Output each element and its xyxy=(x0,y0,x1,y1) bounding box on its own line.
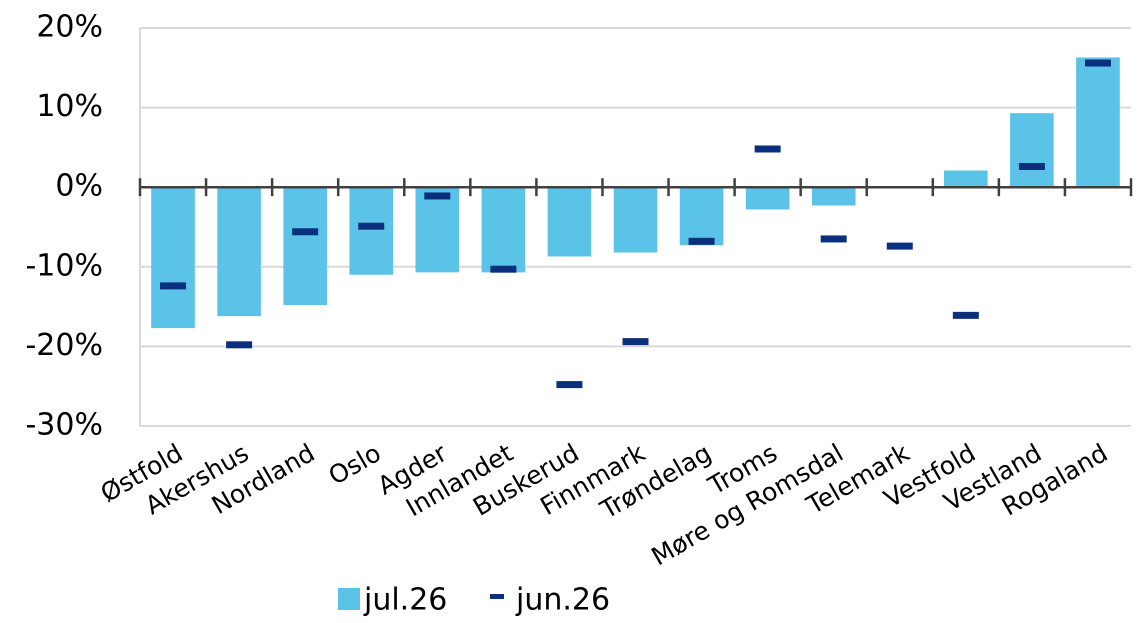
marker xyxy=(688,237,715,245)
legend-label: jun.26 xyxy=(515,583,610,618)
marker xyxy=(226,341,253,349)
bar xyxy=(547,187,592,257)
bar xyxy=(944,170,988,188)
legend-swatch xyxy=(338,588,360,610)
bar xyxy=(349,187,394,275)
marker xyxy=(160,282,187,290)
bar xyxy=(679,187,724,246)
marker xyxy=(1084,59,1111,67)
legend-label: jul.26 xyxy=(363,583,447,618)
marker xyxy=(622,338,649,346)
bar xyxy=(283,187,327,306)
marker xyxy=(424,192,451,200)
bar xyxy=(481,187,526,273)
y-tick-label: 0% xyxy=(55,169,103,204)
bar xyxy=(217,187,261,317)
bar xyxy=(151,187,195,329)
marker xyxy=(358,222,385,230)
y-tick-label: 20% xyxy=(36,10,103,45)
marker xyxy=(1018,163,1045,171)
y-tick-label: -20% xyxy=(25,328,103,363)
bar xyxy=(745,187,790,210)
marker xyxy=(820,235,847,243)
y-tick-label: 10% xyxy=(36,89,103,124)
legend-swatch xyxy=(490,594,504,599)
marker xyxy=(886,242,913,250)
bar xyxy=(1076,57,1120,188)
bar xyxy=(613,187,658,253)
bar xyxy=(811,187,856,206)
bar xyxy=(1010,113,1054,188)
marker xyxy=(952,311,979,319)
y-tick-label: -30% xyxy=(25,408,103,443)
marker xyxy=(490,265,517,273)
marker xyxy=(754,145,781,153)
bar xyxy=(415,187,460,273)
y-tick-label: -10% xyxy=(25,248,103,283)
marker xyxy=(292,228,319,236)
marker xyxy=(556,381,583,389)
